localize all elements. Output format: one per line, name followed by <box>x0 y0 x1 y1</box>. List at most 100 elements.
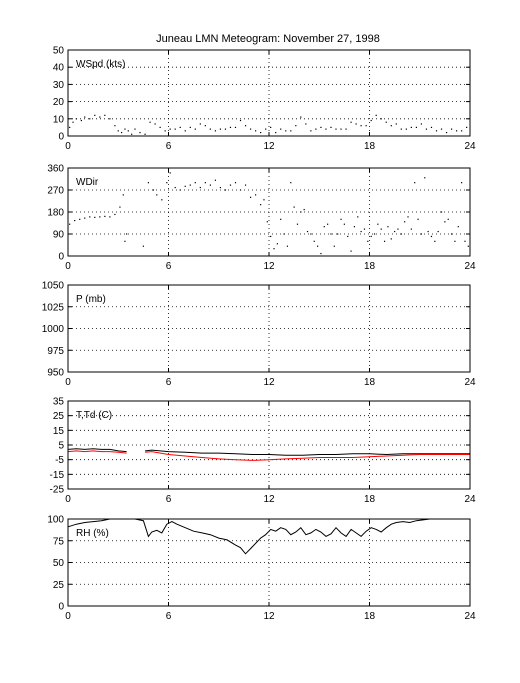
wdir-data-point <box>430 235 433 238</box>
wdir-data-point <box>303 208 305 211</box>
wspd-data-point <box>320 126 322 128</box>
wspd-data-point <box>300 116 302 118</box>
wspd-data-point <box>395 123 397 125</box>
rh-xtick-label: 24 <box>464 611 476 622</box>
wdir-data-point <box>454 240 456 242</box>
wspd-data-point <box>194 128 196 130</box>
wdir-data-point <box>417 218 419 220</box>
wspd-data-point <box>375 114 377 116</box>
wspd-panel-label: WSpd (kts) <box>76 59 125 70</box>
wdir-data-point <box>266 221 268 223</box>
wdir-data-point <box>263 199 265 201</box>
wdir-data-point <box>461 182 463 184</box>
ttd-panel: 0 6 12 18 24 -25 -15 -5 5 15 25 35 T,Td (C) <box>50 397 476 506</box>
wspd-data-point <box>127 130 129 132</box>
rh-xtick-label: 6 <box>166 611 172 622</box>
wdir-xtick-label: 6 <box>166 261 172 272</box>
wdir-data-point <box>407 216 409 218</box>
wdir-data-point <box>239 189 242 191</box>
wdir-data-point <box>420 233 423 235</box>
wdir-data-point <box>313 240 315 242</box>
wdir-data-point <box>184 185 186 187</box>
wdir-data-point <box>74 219 76 222</box>
wspd-data-point <box>114 125 116 127</box>
wspd-data-point <box>109 118 111 120</box>
rh-panel: 0 6 12 18 24 0 25 50 75 100 RH (%) <box>47 515 476 623</box>
wspd-data-point <box>234 126 237 128</box>
ttd-xtick-label: 18 <box>364 494 376 505</box>
wdir-data-point <box>122 194 124 196</box>
wdir-data-point <box>370 235 372 238</box>
wdir-data-point <box>244 184 247 186</box>
wspd-data-point <box>224 128 227 130</box>
ttd-ytick-label: -25 <box>50 485 65 496</box>
wdir-data-point <box>234 182 237 184</box>
wdir-data-point <box>363 228 366 230</box>
wspd-data-point <box>461 130 463 132</box>
wspd-data-point <box>430 126 433 128</box>
wdir-data-point <box>229 184 232 186</box>
wdir-data-point <box>437 230 439 233</box>
wdir-data-point <box>367 240 369 242</box>
wspd-data-point <box>159 126 161 128</box>
wspd-data-point <box>204 125 206 127</box>
wspd-data-point <box>189 126 191 128</box>
wspd-panel: 0 6 12 18 24 0 10 20 30 40 50 WSpd (kts) <box>53 46 476 153</box>
wspd-data-point <box>456 130 458 132</box>
wspd-data-point <box>440 128 443 130</box>
wdir-data-point <box>194 182 196 184</box>
wspd-data-point <box>295 125 297 127</box>
wspd-data-point <box>121 131 123 134</box>
wspd-xtick-label: 24 <box>464 141 476 152</box>
wdir-data-point <box>79 218 81 220</box>
pres-xtick-label: 12 <box>263 377 275 388</box>
wspd-data-point <box>280 128 282 130</box>
wdir-data-point <box>99 216 101 218</box>
ttd-series-line-0 <box>67 448 127 453</box>
wdir-data-point <box>310 233 312 235</box>
wdir-data-point <box>174 186 176 189</box>
wdir-data-point <box>353 226 356 228</box>
wdir-data-point <box>340 218 342 220</box>
wspd-data-point <box>425 128 428 130</box>
wdir-xtick-label: 18 <box>364 261 376 272</box>
ttd-xtick-label: 12 <box>263 494 275 505</box>
wdir-data-point <box>337 233 339 235</box>
wdir-data-point <box>94 216 96 218</box>
wspd-data-point <box>270 126 272 128</box>
wdir-data-point <box>300 211 302 213</box>
wspd-xtick-label: 6 <box>166 141 172 152</box>
rh-xtick-label: 12 <box>263 611 275 622</box>
wdir-data-point <box>276 243 278 245</box>
wdir-data-point <box>280 218 282 220</box>
wspd-xtick-label: 18 <box>364 141 376 152</box>
wspd-data-point <box>330 126 332 128</box>
rh-panel-label: RH (%) <box>76 528 109 539</box>
wdir-data-point <box>387 226 389 228</box>
wspd-ytick-label: 30 <box>53 80 65 91</box>
wspd-data-point <box>169 128 171 130</box>
wspd-data-point <box>335 128 337 130</box>
wspd-data-point <box>435 130 438 132</box>
wdir-xtick-label: 12 <box>263 261 275 272</box>
rh-ytick-label: 0 <box>58 602 64 613</box>
wdir-ytick-label: 360 <box>47 164 64 175</box>
wdir-data-point <box>450 233 453 235</box>
wdir-data-point <box>444 221 446 223</box>
wspd-data-point <box>144 133 146 135</box>
wdir-data-point <box>219 186 222 189</box>
wdir-data-point <box>447 218 449 220</box>
wspd-data-point <box>325 128 327 130</box>
ttd-series-line-1 <box>67 450 127 454</box>
pres-xtick-label: 0 <box>65 377 71 388</box>
ttd-xtick-label: 24 <box>464 494 476 505</box>
wdir-panel-label: WDir <box>76 177 99 188</box>
wspd-data-point <box>72 121 74 123</box>
rh-series-line-0 <box>67 518 437 555</box>
wspd-ytick-label: 20 <box>53 97 65 108</box>
wdir-data-point <box>347 235 349 238</box>
wspd-data-point <box>209 128 211 130</box>
wdir-ytick-label: 180 <box>47 208 64 219</box>
ttd-panel-label: T,Td (C) <box>76 410 112 421</box>
wspd-data-point <box>131 133 133 135</box>
